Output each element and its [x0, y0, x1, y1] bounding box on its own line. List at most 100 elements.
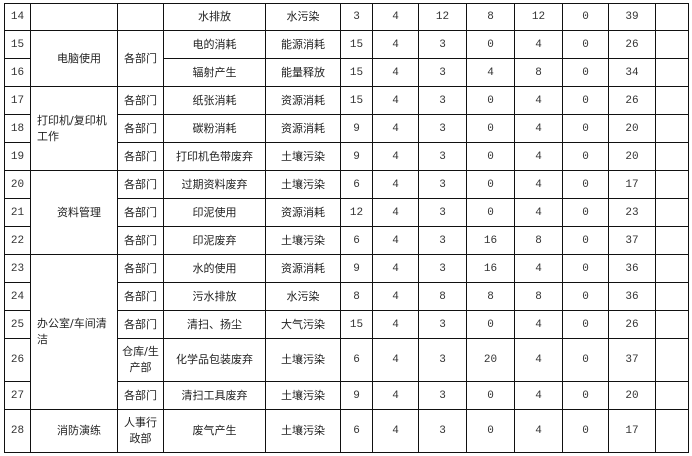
- score-cell: 4: [372, 86, 419, 115]
- environmental-impact-cell: 资源消耗: [265, 114, 341, 143]
- environmental-impact-cell: 土壤污染: [265, 409, 341, 453]
- score-cell: 3: [418, 142, 467, 171]
- score-cell: 0: [562, 226, 609, 255]
- activity-cell: 办公室/车间清洁: [30, 254, 118, 410]
- department-cell: 各部门: [117, 310, 164, 339]
- activity-cell: 打印机/复印机工作: [30, 86, 118, 171]
- row-number: 27: [4, 381, 31, 410]
- environmental-aspect-cell: 过期资料废弃: [163, 170, 266, 199]
- row-number: 23: [4, 254, 31, 283]
- remark-cell: [655, 30, 689, 59]
- score-cell: 4: [514, 198, 563, 227]
- department-cell: 各部门: [117, 142, 164, 171]
- department-cell: 各部门: [117, 86, 164, 115]
- environmental-aspect-cell: 印泥废弃: [163, 226, 266, 255]
- score-cell: 4: [372, 114, 419, 143]
- score-cell: 4: [514, 170, 563, 199]
- remark-cell: [655, 114, 689, 143]
- score-cell: 4: [514, 254, 563, 283]
- row-number: 16: [4, 58, 31, 87]
- total-score-cell: 26: [608, 30, 656, 59]
- remark-cell: [655, 409, 689, 453]
- total-score-cell: 26: [608, 86, 656, 115]
- table-row: 28 消防演练 人事行政部 废气产生 土壤污染 6 4 3 0 4 0 17: [4, 409, 689, 453]
- row-number: 19: [4, 142, 31, 171]
- environmental-impact-cell: 资源消耗: [265, 254, 341, 283]
- remark-cell: [655, 142, 689, 171]
- score-cell: 3: [418, 170, 467, 199]
- department-cell: [117, 3, 164, 31]
- score-cell: 0: [562, 86, 609, 115]
- score-cell: 4: [514, 338, 563, 382]
- row-number: 26: [4, 338, 31, 382]
- environmental-impact-cell: 能量释放: [265, 58, 341, 87]
- score-cell: 8: [340, 282, 373, 311]
- department-cell: 各部门: [117, 282, 164, 311]
- score-cell: 0: [562, 254, 609, 283]
- row-number: 17: [4, 86, 31, 115]
- score-cell: 0: [562, 142, 609, 171]
- department-cell: 各部门: [117, 170, 164, 199]
- environmental-aspect-cell: 污水排放: [163, 282, 266, 311]
- score-cell: 8: [418, 282, 467, 311]
- score-cell: 4: [514, 30, 563, 59]
- score-cell: 4: [372, 338, 419, 382]
- environmental-impact-cell: 水污染: [265, 282, 341, 311]
- score-cell: 15: [340, 310, 373, 339]
- table-row: 18 各部门 碳粉消耗 资源消耗 9 4 3 0 4 0 20: [4, 114, 689, 143]
- score-cell: 3: [418, 226, 467, 255]
- row-number: 25: [4, 310, 31, 339]
- department-cell: 人事行政部: [117, 409, 164, 453]
- environmental-impact-cell: 土壤污染: [265, 381, 341, 410]
- score-cell: 0: [466, 198, 515, 227]
- environmental-impact-cell: 土壤污染: [265, 338, 341, 382]
- score-cell: 16: [466, 226, 515, 255]
- remark-cell: [655, 58, 689, 87]
- score-cell: 12: [514, 3, 563, 31]
- row-number: 18: [4, 114, 31, 143]
- score-cell: 9: [340, 254, 373, 283]
- total-score-cell: 34: [608, 58, 656, 87]
- score-cell: 4: [514, 86, 563, 115]
- remark-cell: [655, 3, 689, 31]
- score-cell: 15: [340, 30, 373, 59]
- score-cell: 0: [562, 381, 609, 410]
- remark-cell: [655, 338, 689, 382]
- total-score-cell: 39: [608, 3, 656, 31]
- score-cell: 0: [562, 58, 609, 87]
- remark-cell: [655, 198, 689, 227]
- score-cell: 0: [562, 114, 609, 143]
- score-cell: 4: [514, 114, 563, 143]
- table-row: 21 各部门 印泥使用 资源消耗 12 4 3 0 4 0 23: [4, 198, 689, 227]
- total-score-cell: 23: [608, 198, 656, 227]
- score-cell: 3: [418, 381, 467, 410]
- score-cell: 6: [340, 409, 373, 453]
- score-cell: 0: [562, 170, 609, 199]
- score-cell: 4: [372, 310, 419, 339]
- score-cell: 12: [418, 3, 467, 31]
- table-row: 27 各部门 清扫工具废弃 土壤污染 9 4 3 0 4 0 20: [4, 381, 689, 410]
- score-cell: 3: [418, 409, 467, 453]
- department-cell: 各部门: [117, 198, 164, 227]
- row-number: 28: [4, 409, 31, 453]
- remark-cell: [655, 381, 689, 410]
- score-cell: 9: [340, 114, 373, 143]
- table-row: 23 办公室/车间清洁 各部门 水的使用 资源消耗 9 4 3 16 4 0 36: [4, 254, 689, 410]
- environmental-aspect-cell: 清扫、扬尘: [163, 310, 266, 339]
- total-score-cell: 36: [608, 282, 656, 311]
- score-cell: 4: [372, 226, 419, 255]
- score-cell: 0: [466, 409, 515, 453]
- score-cell: 9: [340, 381, 373, 410]
- score-cell: 4: [372, 58, 419, 87]
- environmental-aspect-cell: 化学品包装废弃: [163, 338, 266, 382]
- score-cell: 3: [418, 30, 467, 59]
- score-cell: 8: [514, 226, 563, 255]
- score-cell: 4: [372, 198, 419, 227]
- score-cell: 8: [466, 282, 515, 311]
- table-row: 22 各部门 印泥废弃 土壤污染 6 4 3 16 8 0 37: [4, 226, 689, 255]
- score-cell: 8: [466, 3, 515, 31]
- department-cell: 各部门: [117, 30, 164, 87]
- score-cell: 0: [466, 142, 515, 171]
- score-cell: 9: [340, 142, 373, 171]
- environmental-impact-cell: 大气污染: [265, 310, 341, 339]
